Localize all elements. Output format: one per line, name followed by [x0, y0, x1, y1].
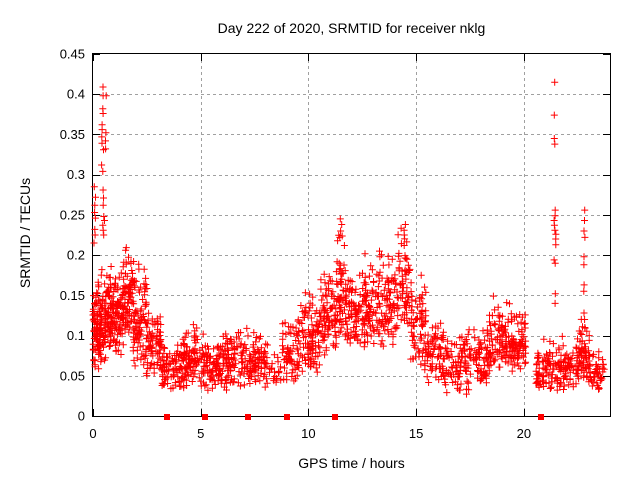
x-tick-label: 5 — [197, 426, 204, 441]
zero-flag-square — [538, 414, 544, 420]
x-tick-label: 0 — [89, 426, 96, 441]
zero-flag-square — [332, 414, 338, 420]
x-tick-label: 15 — [409, 426, 423, 441]
y-tick-label: 0.1 — [67, 328, 85, 343]
y-tick-label: 0.2 — [67, 248, 85, 263]
x-axis-label: GPS time / hours — [298, 455, 405, 471]
y-tick-label: 0.3 — [67, 167, 85, 182]
y-axis-label: SRMTID / TECUs — [17, 177, 33, 289]
y-tick-label: 0.4 — [67, 87, 85, 102]
y-tick-label: 0.25 — [60, 207, 85, 222]
tick-labels: 0 5 10 15 20 0 0.05 0.1 0.15 0.2 0.25 0.3 0.35 0.4 0.4… — [60, 47, 531, 442]
x-tick-label: 10 — [301, 426, 315, 441]
y-tick-label: 0 — [78, 409, 85, 424]
data-points — [89, 78, 608, 398]
zero-flag-square — [284, 414, 290, 420]
y-tick-label: 0.15 — [60, 288, 85, 303]
y-tick-label: 0.45 — [60, 47, 85, 62]
zero-flag-square — [202, 414, 208, 420]
zero-flag-square — [164, 414, 170, 420]
zero-flag-square — [245, 414, 251, 420]
zero-flag-markers — [164, 414, 544, 420]
chart-title: Day 222 of 2020, SRMTID for receiver nkl… — [217, 20, 486, 36]
y-tick-label: 0.05 — [60, 368, 85, 383]
y-tick-label: 0.35 — [60, 127, 85, 142]
grid-lines — [93, 54, 610, 416]
x-tick-label: 20 — [517, 426, 531, 441]
